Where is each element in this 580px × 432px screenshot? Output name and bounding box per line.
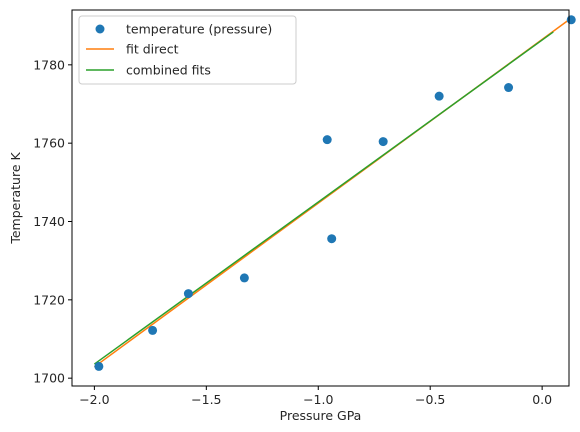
- plot-frame: [71, 9, 570, 387]
- data-point: [378, 137, 388, 147]
- data-point: [239, 273, 249, 283]
- y-tick-label: 1780: [33, 57, 65, 72]
- data-point: [327, 234, 337, 244]
- data-point: [434, 91, 444, 101]
- x-tick-label: −2.0: [79, 392, 109, 407]
- x-axis-ticks: −2.0 −1.5 −1.0 −0.5 0.0: [79, 386, 552, 407]
- series-line-2: [93, 31, 554, 365]
- x-axis-label: Pressure GPa: [280, 408, 362, 423]
- data-point: [148, 325, 158, 335]
- legend-label-combined-fits: combined fits: [126, 63, 211, 78]
- x-tick-label: −1.0: [303, 392, 333, 407]
- data-point: [566, 15, 576, 25]
- data-point: [183, 289, 193, 299]
- legend-box: [78, 15, 297, 85]
- data-point: [504, 83, 514, 93]
- y-axis-label: Temperature K: [8, 152, 23, 245]
- x-tick-label: −0.5: [415, 392, 445, 407]
- legend-marker-temperature: [95, 24, 105, 34]
- legend-label-fit-direct: fit direct: [126, 42, 179, 57]
- data-point: [322, 135, 332, 145]
- y-tick-label: 1720: [33, 292, 65, 307]
- axes-layer: [71, 9, 570, 387]
- legend-label-temperature: temperature (pressure): [126, 22, 272, 37]
- x-tick-label: −1.5: [191, 392, 221, 407]
- y-axis-ticks: 1700 1720 1740 1760 1780: [33, 57, 72, 386]
- legend: temperature (pressure) fit direct combin…: [78, 15, 297, 85]
- x-tick-label: 0.0: [532, 392, 552, 407]
- y-tick-label: 1760: [33, 136, 65, 151]
- series-layer: [93, 15, 576, 371]
- data-point: [94, 361, 104, 371]
- y-tick-label: 1700: [33, 371, 65, 386]
- y-tick-label: 1740: [33, 214, 65, 229]
